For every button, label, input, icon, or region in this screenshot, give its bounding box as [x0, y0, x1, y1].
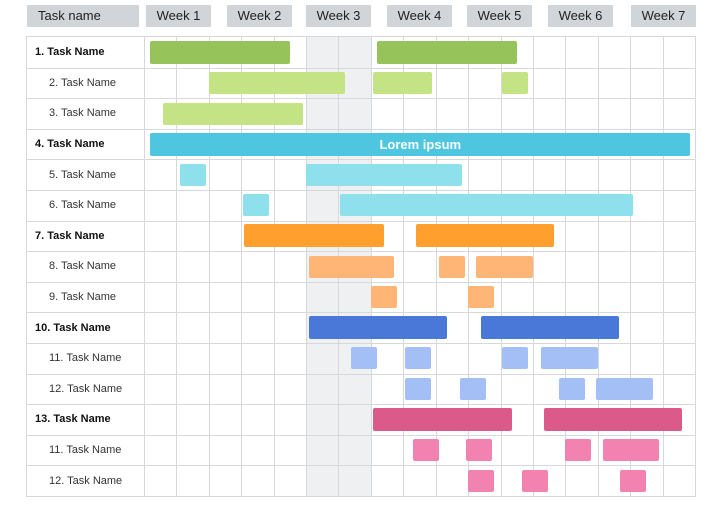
task-label: 7. Task Name [35, 229, 105, 242]
task-bar [596, 377, 653, 400]
grid-hline [27, 343, 695, 344]
task-bar [404, 347, 431, 370]
task-bar [544, 408, 683, 431]
task-bar [602, 439, 660, 462]
task-label: 10. Task Name [35, 321, 111, 334]
task-label: 9. Task Name [49, 291, 117, 304]
task-label: 13. Task Name [35, 413, 111, 426]
task-bar [377, 40, 517, 64]
header-week-6: Week 6 [548, 5, 613, 27]
grid-hline [27, 251, 695, 253]
task-bar: Lorem ipsum [150, 132, 691, 156]
task-label: 1. Task Name [35, 46, 105, 59]
task-label: 12. Task Name [49, 474, 123, 487]
task-bar [351, 347, 378, 370]
task-bar [558, 377, 585, 400]
task-bar [468, 469, 495, 492]
task-bar [208, 71, 345, 94]
task-bar [468, 286, 495, 309]
grid-vline [662, 37, 664, 496]
task-bar [372, 71, 433, 94]
grid-vline [468, 37, 470, 496]
task-bar [620, 469, 647, 492]
task-bar [370, 286, 397, 309]
task-bar [309, 255, 394, 278]
grid-hline [27, 373, 695, 375]
grid-hline [27, 98, 695, 100]
header-week-1: Week 1 [146, 5, 211, 27]
grid-vline [144, 37, 145, 496]
header-week-4: Week 4 [387, 5, 452, 27]
grid-vline [208, 37, 210, 496]
task-label: 5. Task Name [49, 168, 117, 181]
header-week-2: Week 2 [227, 5, 292, 27]
task-bar [521, 469, 548, 492]
task-bar [306, 163, 462, 186]
task-bar [179, 163, 206, 186]
task-label: 12. Task Name [49, 382, 123, 395]
task-bar [502, 347, 529, 370]
grid-vline [565, 37, 567, 496]
grid-hline [27, 67, 695, 69]
task-label: 11. Task Name [49, 444, 122, 457]
grid-hline [27, 312, 695, 314]
task-bar [242, 194, 269, 217]
grid-vline [306, 37, 308, 496]
header-task-name: Task name [27, 5, 139, 27]
task-bar [438, 255, 465, 278]
task-bar [413, 439, 439, 462]
grid-vline [176, 37, 178, 496]
task-bar [466, 439, 493, 462]
task-label: 4. Task Name [35, 138, 105, 151]
task-bar [372, 408, 512, 431]
grid-hline [27, 220, 695, 222]
task-bar [460, 377, 486, 400]
task-label: 6. Task Name [49, 199, 117, 212]
grid-vline [630, 37, 632, 496]
header-week-7: Week 7 [631, 5, 696, 27]
gantt-grid: 1. Task Name 2. Task Name 3. Task Name 4. T… [26, 36, 696, 497]
header-week-5: Week 5 [467, 5, 532, 27]
task-label: 3. Task Name [49, 107, 117, 120]
task-label: 11. Task Name [49, 352, 122, 365]
grid-hline [27, 159, 695, 161]
task-bar [404, 377, 431, 400]
task-bar [541, 347, 598, 370]
grid-hline [27, 190, 695, 191]
grid-vline [403, 37, 405, 496]
grid-vline [435, 37, 437, 496]
grid-vline [273, 37, 275, 496]
task-bar [340, 194, 634, 217]
task-label: 8. Task Name [49, 260, 117, 273]
task-bar [476, 255, 533, 278]
task-bar [481, 316, 619, 340]
task-bar [150, 40, 290, 64]
task-bar [416, 224, 554, 248]
grid-hline [27, 404, 695, 406]
task-label: 2. Task Name [49, 76, 117, 89]
task-bar [163, 102, 303, 125]
grid-hline [27, 281, 695, 283]
grid-vline [597, 37, 599, 496]
grid-hline [27, 465, 695, 467]
header-week-3: Week 3 [306, 5, 371, 27]
grid-vline [241, 37, 243, 496]
grid-hline [27, 128, 695, 130]
grid-vline [532, 37, 534, 496]
grid-hline [27, 434, 695, 436]
task-bar [244, 224, 384, 248]
task-bar [502, 71, 529, 94]
task-bar [309, 316, 448, 340]
task-bar [565, 439, 592, 462]
